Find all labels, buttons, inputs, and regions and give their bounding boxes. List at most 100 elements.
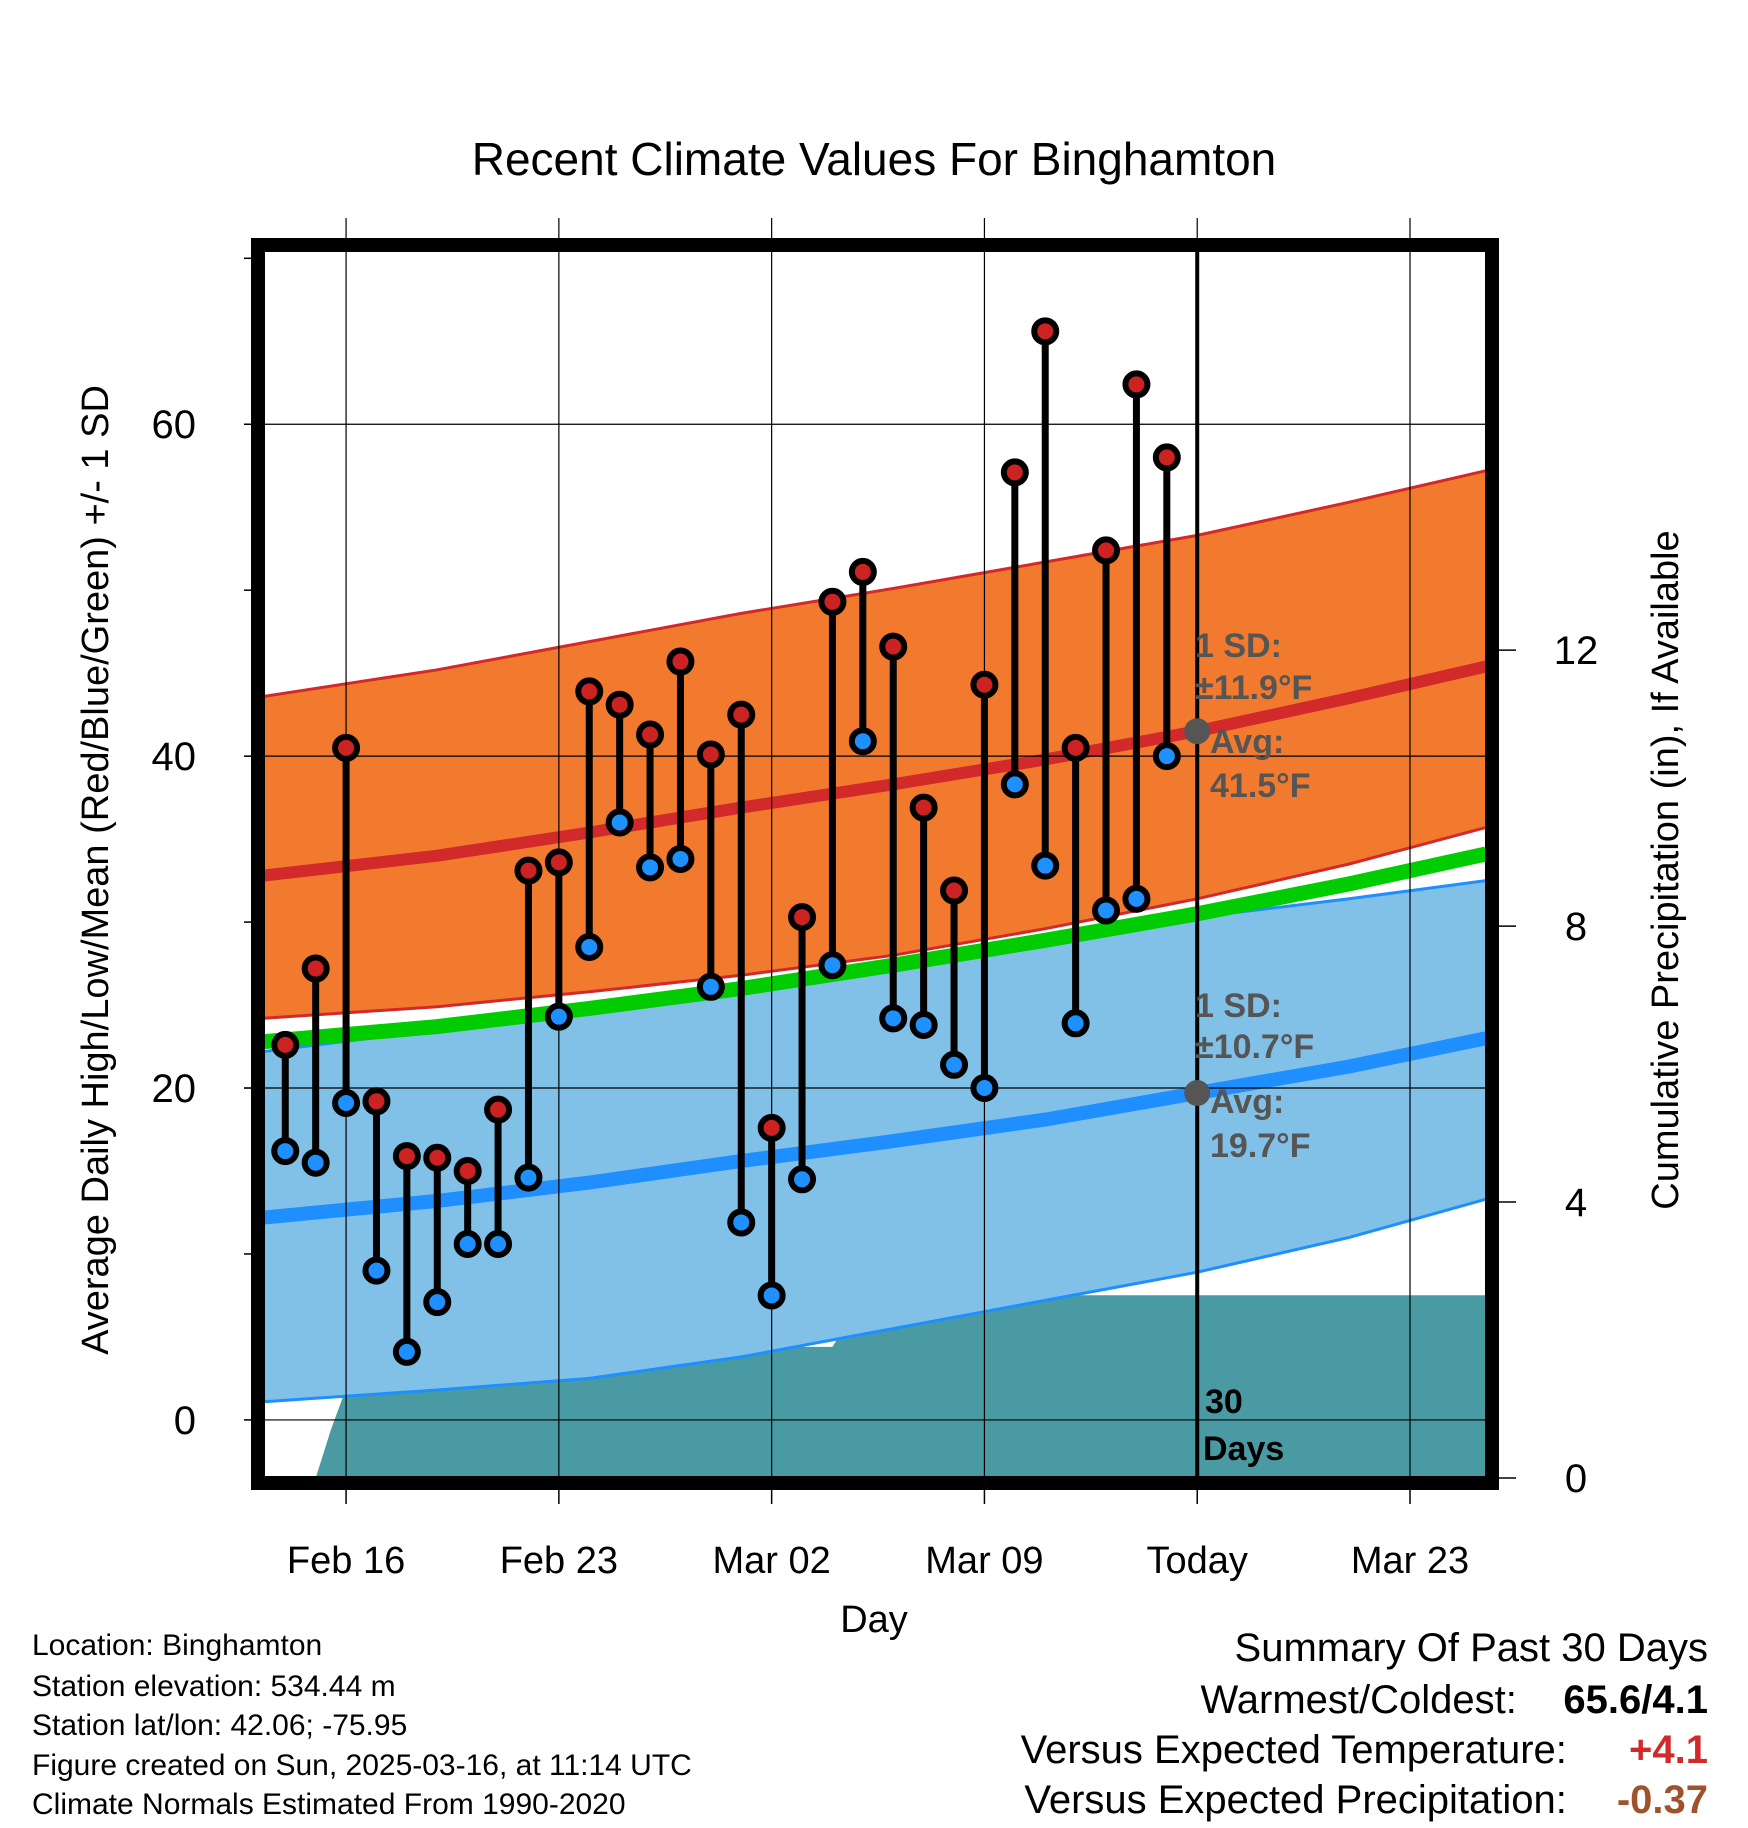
low-point bbox=[970, 1074, 999, 1103]
low-point bbox=[423, 1288, 452, 1317]
high-point bbox=[818, 587, 847, 616]
low-avg-value: 19.7°F bbox=[1210, 1127, 1311, 1165]
low-point bbox=[453, 1230, 482, 1259]
high-point bbox=[1031, 317, 1060, 346]
warm-cold-label: Warmest/Coldest: bbox=[1200, 1678, 1517, 1722]
high-point bbox=[757, 1113, 786, 1142]
low-point bbox=[940, 1050, 969, 1079]
low-point bbox=[1152, 742, 1181, 771]
precip-anomaly-value: -0.37 bbox=[1616, 1778, 1708, 1822]
bands-layer bbox=[264, 469, 1486, 1404]
low-point bbox=[696, 972, 725, 1001]
created-text: Figure created on Sun, 2025-03-16, at 11… bbox=[32, 1749, 692, 1782]
high-point bbox=[301, 954, 330, 983]
days-label-word: Days bbox=[1203, 1430, 1284, 1468]
warm-cold-value: 65.6/4.1 bbox=[1563, 1678, 1708, 1722]
precip-layer bbox=[285, 1295, 1486, 1478]
precip-tick-label: 8 bbox=[1565, 905, 1587, 949]
x-tick-label: Mar 09 bbox=[925, 1540, 1043, 1582]
summary-temp-row: Versus Expected Temperature: +4.1 bbox=[1021, 1730, 1708, 1770]
y-axis-label-left: Average Daily High/Low/Mean (Red/Blue/Gr… bbox=[75, 385, 117, 1355]
precip-anomaly-label: Versus Expected Precipitation: bbox=[1024, 1778, 1567, 1822]
x-tick-label: Feb 23 bbox=[500, 1540, 618, 1582]
high-point bbox=[271, 1030, 300, 1059]
high-point bbox=[788, 903, 817, 932]
precip-tick-label: 0 bbox=[1565, 1457, 1587, 1501]
high-point bbox=[423, 1143, 452, 1172]
high-point bbox=[940, 876, 969, 905]
chart-title: Recent Climate Values For Binghamton bbox=[472, 133, 1277, 185]
plot-frame bbox=[251, 238, 1499, 1490]
high-point bbox=[392, 1142, 421, 1171]
high-point bbox=[848, 557, 877, 586]
high-point bbox=[1092, 536, 1121, 565]
low-point bbox=[848, 727, 877, 756]
high-point bbox=[727, 700, 756, 729]
summary-title: Summary Of Past 30 Days bbox=[1234, 1626, 1708, 1670]
high-point bbox=[332, 733, 361, 762]
high-point bbox=[453, 1157, 482, 1185]
low-avg-label: Avg: bbox=[1210, 1083, 1284, 1121]
low-band-lower-edge bbox=[264, 1197, 1486, 1404]
low-point bbox=[605, 808, 634, 837]
high-point bbox=[1152, 443, 1181, 472]
low-point bbox=[392, 1337, 421, 1366]
x-axis-label: Day bbox=[840, 1599, 908, 1641]
high-avg-value: 41.5°F bbox=[1210, 767, 1311, 805]
high-sd-label: 1 SD: bbox=[1195, 627, 1282, 665]
low-point bbox=[636, 853, 665, 882]
high-avg-label: Avg: bbox=[1210, 723, 1284, 761]
precip-area bbox=[285, 1295, 1486, 1478]
low-point bbox=[1000, 770, 1029, 799]
low-point bbox=[301, 1148, 330, 1177]
temp-anomaly-label: Versus Expected Temperature: bbox=[1020, 1728, 1567, 1772]
high-point bbox=[514, 856, 543, 885]
low-point bbox=[757, 1281, 786, 1310]
x-tick-label: Mar 02 bbox=[713, 1540, 831, 1582]
high-point bbox=[636, 720, 665, 749]
normal-low-line bbox=[264, 1031, 1486, 1225]
precip-tick-label: 12 bbox=[1554, 629, 1599, 673]
low-point bbox=[484, 1230, 513, 1259]
high-point bbox=[879, 632, 908, 661]
x-tick-label: Feb 16 bbox=[287, 1540, 405, 1582]
x-tick-label: Today bbox=[1147, 1540, 1248, 1582]
elevation-text: Station elevation: 534.44 m bbox=[32, 1670, 396, 1703]
low-avg-marker bbox=[1184, 1080, 1211, 1107]
high-point bbox=[696, 740, 725, 769]
y-tick-label: 20 bbox=[152, 1067, 197, 1111]
y-tick-label: 40 bbox=[152, 735, 197, 779]
summary-precip-row: Versus Expected Precipitation: -0.37 bbox=[1024, 1780, 1708, 1820]
precip-tick-label: 4 bbox=[1565, 1181, 1587, 1225]
location-text: Location: Binghamton bbox=[32, 1629, 323, 1662]
low-point bbox=[909, 1010, 938, 1039]
annotations: 1 SD: ±11.9°F Avg: 41.5°F 1 SD: ±10.7°F … bbox=[1184, 627, 1314, 1468]
low-point bbox=[666, 845, 695, 874]
low-sd-label: 1 SD: bbox=[1195, 987, 1282, 1025]
y-tick-label: 0 bbox=[174, 1399, 196, 1443]
low-point bbox=[788, 1165, 817, 1194]
high-point bbox=[909, 793, 938, 822]
high-band-upper-edge bbox=[264, 469, 1486, 698]
x-tick-label: Mar 23 bbox=[1351, 1540, 1469, 1582]
temp-anomaly-value: +4.1 bbox=[1629, 1728, 1708, 1772]
high-sd-value: ±11.9°F bbox=[1195, 669, 1312, 707]
low-point bbox=[332, 1088, 361, 1117]
normals-text: Climate Normals Estimated From 1990-2020 bbox=[32, 1788, 626, 1821]
low-point bbox=[271, 1137, 300, 1166]
low-point bbox=[818, 951, 847, 980]
summary-warm-cold-row: Warmest/Coldest: 65.6/4.1 bbox=[1201, 1680, 1709, 1720]
high-avg-marker bbox=[1184, 718, 1211, 745]
days-label-number: 30 bbox=[1205, 1383, 1243, 1421]
high-point bbox=[666, 647, 695, 676]
high-point bbox=[544, 848, 573, 877]
high-point bbox=[575, 677, 604, 706]
y-tick-label: 60 bbox=[152, 403, 197, 447]
high-point bbox=[1061, 733, 1090, 762]
low-point bbox=[544, 1002, 573, 1031]
low-sd-value: ±10.7°F bbox=[1195, 1028, 1314, 1066]
low-point bbox=[1061, 1009, 1090, 1038]
low-point bbox=[727, 1208, 756, 1237]
